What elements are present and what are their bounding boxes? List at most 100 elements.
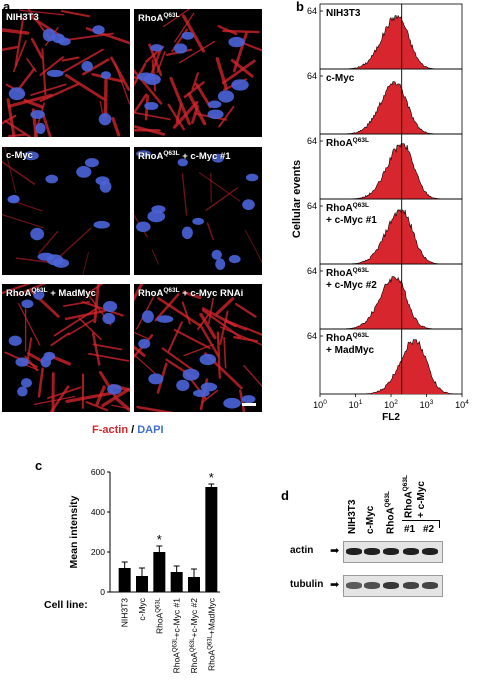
actin-fiber [217,25,238,36]
actin-fiber [27,352,45,364]
actin-fiber [2,214,45,229]
x-tick-label: 102 [384,399,398,410]
bar [136,576,148,592]
bar-category-label: RhoAQ63L [154,597,164,634]
histogram-label: + c-Myc #1 [326,215,377,226]
actin-fiber [65,391,116,403]
nucleus [9,194,20,203]
blot-band [346,548,362,555]
actin-fiber [8,133,27,137]
actin-fiber [206,222,215,241]
bar-category-label: RhoAQ63L+c-Myc #2 [189,598,199,674]
actin-fiber [2,160,36,185]
nucleus [192,389,210,398]
actin-fiber [183,343,214,357]
nucleus [182,368,200,381]
x-tick-label: 101 [349,399,363,410]
actin-fiber [81,58,110,76]
actin-fiber [157,297,201,327]
actin-fiber [136,405,175,412]
histogram-label: RhoAQ63L [326,332,369,344]
actin-fiber [37,367,44,398]
actin-fiber [216,331,221,379]
actin-fiber [57,227,92,259]
actin-fiber [198,323,220,357]
y-tick-label: 400 [91,507,105,517]
actin-fiber [65,73,105,101]
panel-d-letter: d [281,488,289,503]
actin-fiber [134,353,156,374]
actin-fiber [81,300,124,317]
nucleus [215,258,226,270]
actin-fiber [173,328,211,349]
actin-fiber [134,331,149,340]
actin-fiber [2,45,19,52]
nucleus [211,249,222,260]
nucleus [181,31,194,40]
bar [205,487,218,592]
lane-label: NIH3T3 [347,499,358,534]
nucleus [35,122,46,134]
nucleus [148,373,164,385]
actin-fiber [167,103,185,131]
y-max-label: 64 [307,266,317,276]
nucleus [150,44,164,52]
micrograph-label: NIH3T3 [6,12,39,23]
actin-fiber [182,290,202,300]
legend-separator: / [128,424,138,436]
nucleus [144,101,159,111]
sublane-label: #1 [404,524,416,535]
micrograph-label: c-Myc [6,150,33,161]
nucleus [58,37,71,46]
actin-fiber [67,319,94,336]
group-bracket-tick [439,520,440,528]
y-axis-label: Mean intensity [68,495,80,568]
nucleus [136,150,151,158]
actin-fiber [60,10,90,18]
blot-band [403,548,419,555]
actin-fiber [82,252,89,275]
actin-fiber [167,321,183,352]
bar [118,568,131,592]
bar [153,552,166,592]
histogram-area [320,143,462,199]
actin-fiber [174,12,195,43]
actin-fiber [49,385,70,412]
actin-fiber [134,68,163,105]
y-axis-label: Cellular events [291,160,303,238]
blot-band [383,548,399,555]
actin-fiber [30,37,44,59]
significance-asterisk: * [209,470,214,485]
actin-fiber [169,76,191,126]
actin-fiber [7,93,53,108]
actin-fiber [39,83,80,103]
actin-fiber [219,326,262,346]
nucleus [147,210,166,223]
nucleus [223,397,241,409]
micrograph-3: c-Myc [2,147,130,275]
nucleus [84,157,99,168]
blot-band [403,582,419,589]
nucleus [42,28,56,42]
actin-fiber [26,57,37,73]
sublane-label: #2 [423,524,435,535]
nucleus [200,382,218,392]
actin-fiber [223,336,227,369]
actin-fiber [191,104,199,124]
actin-fiber [85,401,109,412]
actin-fiber [162,9,191,28]
histogram-area [320,276,462,329]
actin-fiber [2,28,30,35]
nucleus [21,378,32,388]
actin-fiber [134,93,148,114]
actin-fiber [4,147,17,193]
micrograph-4: RhoAQ63L + c-Myc #1 [134,147,262,275]
blot-row-label: actin [290,545,314,556]
actin-fiber [224,319,248,331]
nucleus [177,158,188,167]
y-max-label: 64 [307,201,317,211]
actin-fiber [179,40,216,64]
micrograph-label: RhoAQ63L [138,12,180,25]
group-label: RhoAQ63L [402,475,415,518]
nucleus [192,217,204,225]
